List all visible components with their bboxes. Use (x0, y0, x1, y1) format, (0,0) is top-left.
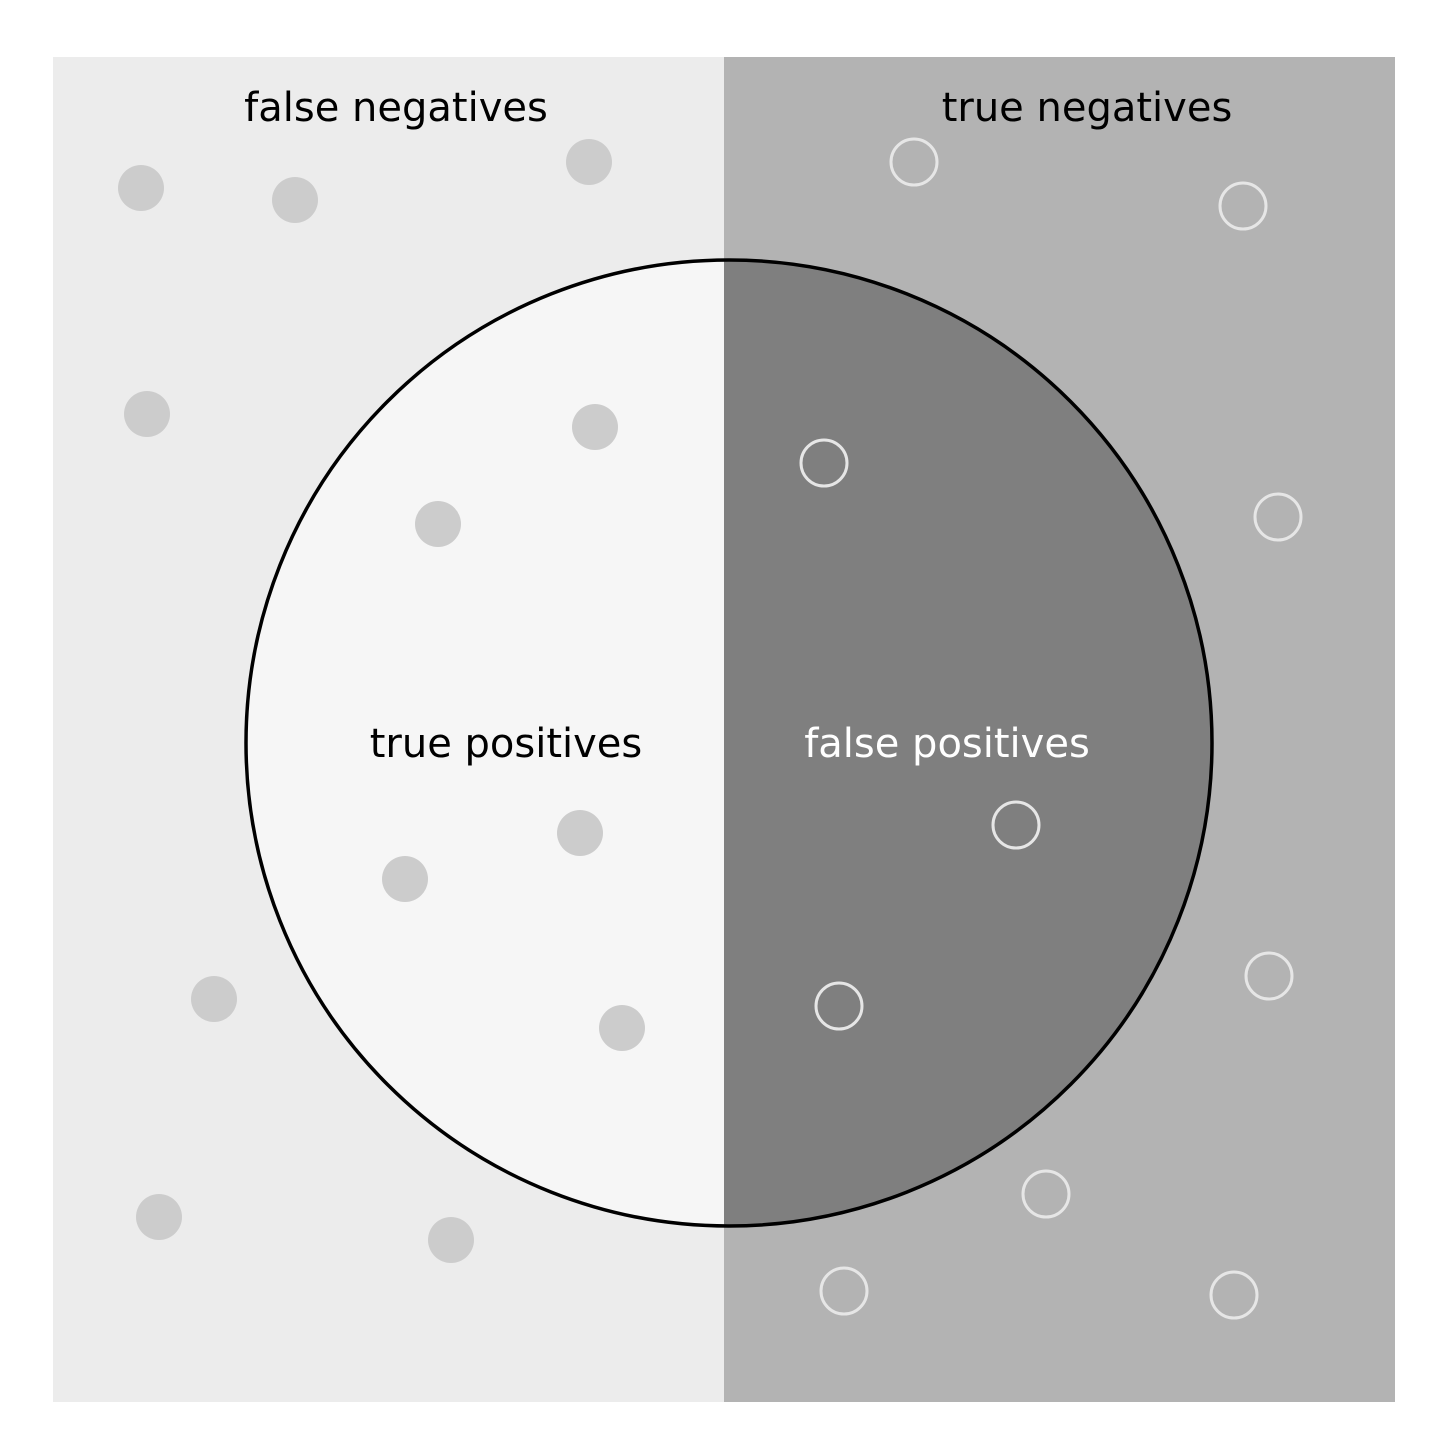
relevant-element-dot-icon (118, 165, 164, 211)
irrelevant-element-dot-icon (1021, 1169, 1071, 1219)
irrelevant-element-dot-icon (1209, 1270, 1259, 1320)
relevant-element-dot-icon (566, 139, 612, 185)
relevant-element-dot-icon (415, 501, 461, 547)
irrelevant-element-dot-icon (814, 981, 864, 1031)
irrelevant-element-dot-icon (799, 438, 849, 488)
irrelevant-element-dot-icon (991, 800, 1041, 850)
relevant-element-dot-icon (191, 976, 237, 1022)
false-negatives-label: false negatives (244, 85, 548, 131)
selected-elements-outline (244, 258, 1214, 1228)
true-negatives-label: true negatives (942, 85, 1233, 131)
relevant-elements-dots (118, 139, 645, 1263)
relevant-element-dot-icon (572, 404, 618, 450)
false-positives-label: false positives (804, 721, 1090, 767)
irrelevant-element-dot-icon (889, 137, 939, 187)
relevant-element-dot-icon (557, 810, 603, 856)
irrelevant-element-dot-icon (1218, 181, 1268, 231)
relevant-element-dot-icon (124, 391, 170, 437)
relevant-element-dot-icon (136, 1194, 182, 1240)
irrelevant-element-dot-icon (1244, 951, 1294, 1001)
irrelevant-element-dot-icon (1253, 492, 1303, 542)
irrelevant-element-dot-icon (819, 1266, 869, 1316)
irrelevant-elements-dots (799, 137, 1303, 1320)
relevant-element-dot-icon (382, 856, 428, 902)
true-positives-label: true positives (370, 721, 643, 767)
relevant-element-dot-icon (272, 177, 318, 223)
relevant-element-dot-icon (599, 1005, 645, 1051)
true-positives-region (246, 260, 724, 1226)
relevant-element-dot-icon (428, 1217, 474, 1263)
